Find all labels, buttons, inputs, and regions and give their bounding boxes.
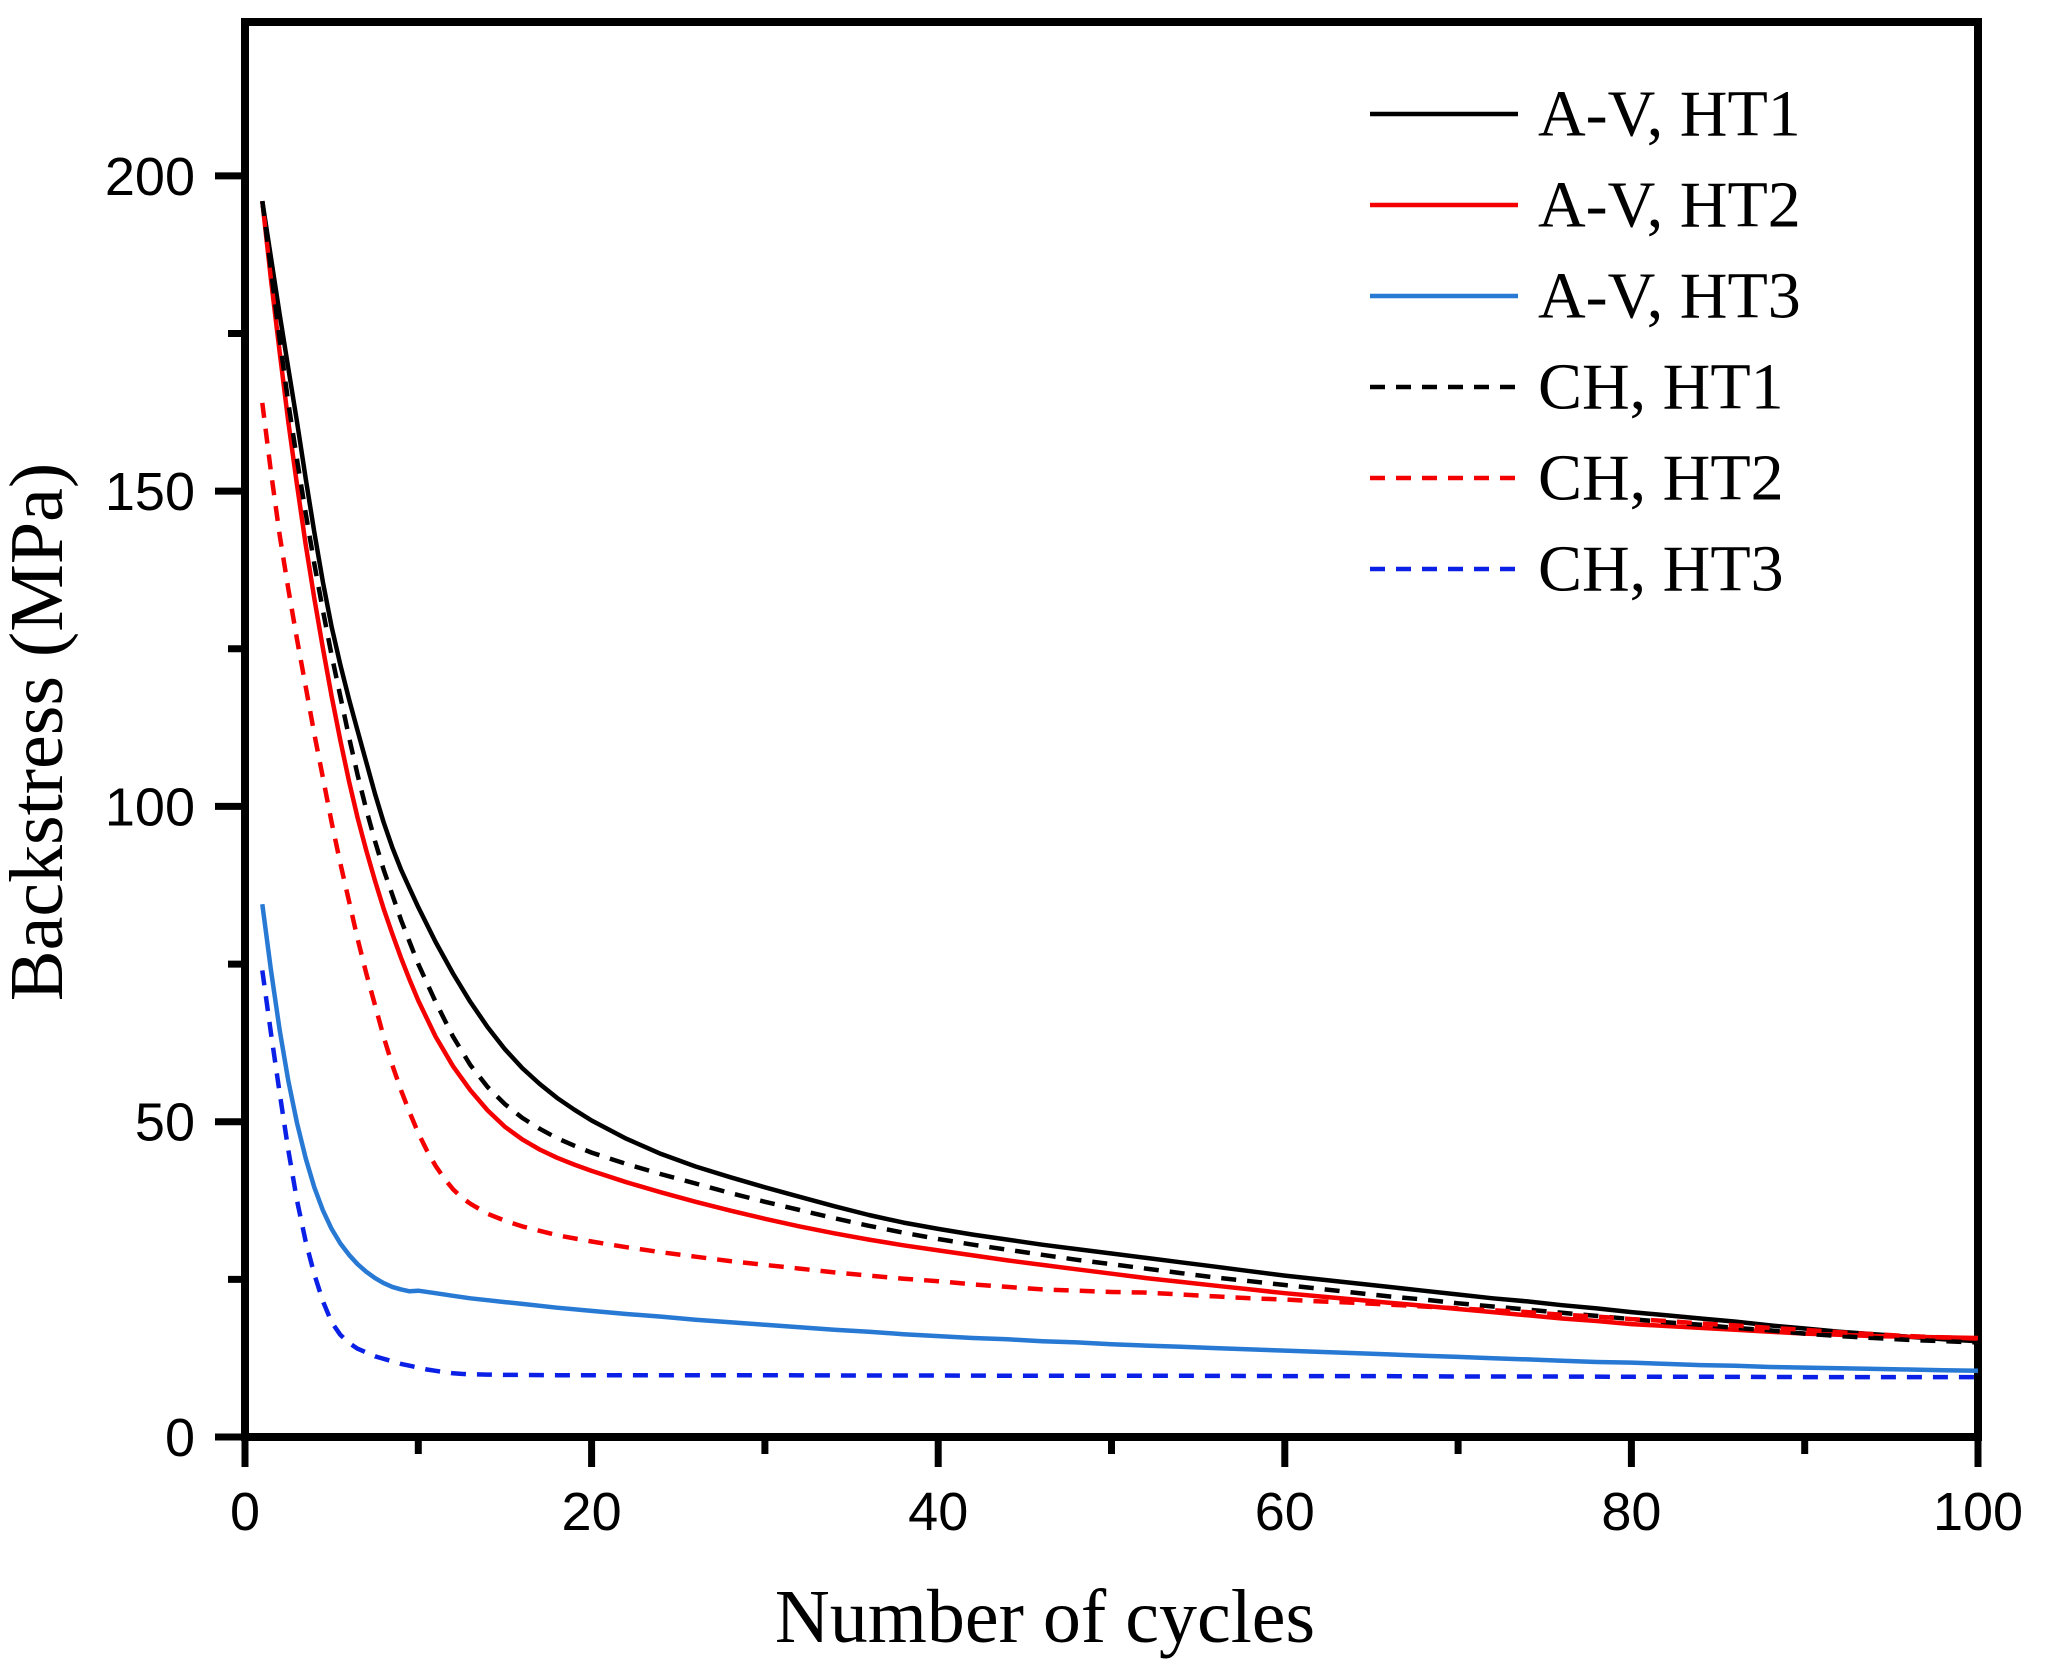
x-tick-label: 100 (1933, 1482, 2023, 1542)
legend-label: A-V, HT2 (1538, 169, 1801, 242)
curve-a-v-ht3 (260, 903, 1979, 1374)
legend-label: A-V, HT3 (1538, 260, 1801, 333)
axes: 0 50 100 150 200 0 20 40 60 80 100 (105, 18, 2023, 1542)
legend: A-V, HT1 A-V, HT2 A-V, HT3 CH, HT1 CH, HT2 CH… (1370, 78, 1801, 606)
curve-a-v-ht2 (260, 200, 1979, 1341)
y-tick-label: 150 (105, 462, 195, 522)
y-tick-label: 50 (135, 1093, 195, 1153)
curve-a-v-ht1 (260, 200, 1979, 1344)
x-axis-title: Number of cycles (775, 1575, 1315, 1659)
legend-item: CH, HT3 (1370, 533, 1784, 606)
y-axis-title: Backstress (MPa) (0, 463, 79, 1001)
x-tick-label: 0 (230, 1482, 260, 1542)
legend-item: CH, HT1 (1370, 351, 1784, 424)
x-tick-label: 40 (908, 1482, 968, 1542)
y-tick-label: 200 (105, 147, 195, 207)
legend-item: A-V, HT3 (1370, 260, 1801, 333)
x-tick-label: 80 (1601, 1482, 1661, 1542)
curve-ch-ht3 (260, 970, 1978, 1380)
legend-label: CH, HT2 (1538, 442, 1784, 515)
x-tick-label: 20 (562, 1482, 622, 1542)
legend-label: CH, HT3 (1538, 533, 1784, 606)
y-tick-label: 0 (165, 1408, 195, 1468)
legend-item: A-V, HT2 (1370, 169, 1801, 242)
x-tick-label: 60 (1255, 1482, 1315, 1542)
curve-ch-ht2 (260, 402, 1979, 1341)
series-lines (260, 200, 1979, 1380)
legend-label: A-V, HT1 (1538, 78, 1801, 151)
legend-label: CH, HT1 (1538, 351, 1784, 424)
y-tick-label: 100 (105, 777, 195, 837)
legend-item: CH, HT2 (1370, 442, 1784, 515)
legend-item: A-V, HT1 (1370, 78, 1801, 151)
